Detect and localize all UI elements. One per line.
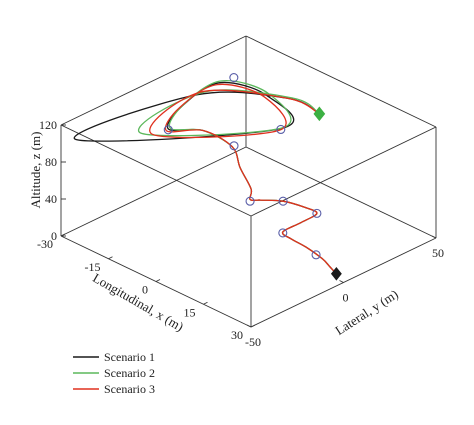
y-tick-mark bbox=[246, 324, 252, 328]
legend-label: Scenario 1 bbox=[104, 350, 155, 364]
series-lines bbox=[73, 80, 337, 275]
start-diamond-marker bbox=[330, 266, 342, 281]
point-markers bbox=[163, 72, 342, 281]
z-tick-label: 80 bbox=[45, 155, 57, 169]
legend: Scenario 1 Scenario 2 Scenario 3 bbox=[73, 350, 155, 396]
box-edge bbox=[60, 35, 247, 126]
legend-label: Scenario 2 bbox=[104, 366, 155, 380]
x-tick-mark bbox=[203, 301, 208, 305]
x-tick-label: 0 bbox=[142, 283, 148, 297]
waypoint-marker bbox=[163, 125, 173, 135]
waypoint-marker bbox=[229, 141, 239, 151]
waypoint-marker bbox=[276, 124, 286, 135]
waypoint-marker bbox=[229, 72, 239, 83]
box-edge bbox=[60, 124, 252, 217]
y-tick-label: 50 bbox=[432, 246, 444, 260]
series-line-scenario-3 bbox=[149, 83, 337, 275]
y-tick-mark bbox=[339, 280, 344, 283]
x-tick-label: -30 bbox=[37, 237, 53, 251]
x-tick-mark bbox=[60, 233, 66, 237]
y-tick-label: 0 bbox=[343, 291, 349, 305]
x-tick-label: -15 bbox=[85, 260, 101, 274]
x-tick-label: 30 bbox=[231, 328, 243, 342]
x-tick-mark bbox=[155, 279, 161, 282]
x-tick-mark bbox=[108, 256, 113, 260]
box-edge bbox=[245, 146, 437, 239]
waypoint-marker bbox=[312, 208, 322, 218]
box-edge bbox=[250, 126, 437, 217]
z-axis-label: Altitude, z (m) bbox=[28, 132, 43, 209]
waypoint-marker bbox=[245, 196, 255, 206]
x-tick-mark bbox=[250, 324, 256, 328]
end-diamond-marker bbox=[313, 106, 326, 122]
axis-ticks: 0 40 80 120 -30 -15 0 15 30 -50 0 50 bbox=[37, 118, 444, 349]
y-tick-mark bbox=[431, 235, 437, 239]
box-edge bbox=[60, 146, 247, 237]
box-edge bbox=[245, 35, 437, 128]
z-tick-label: 40 bbox=[45, 192, 57, 206]
y-tick-label: -50 bbox=[245, 335, 261, 349]
waypoint-marker bbox=[278, 196, 288, 206]
z-tick-label: 120 bbox=[39, 118, 57, 132]
z-tick-label: 0 bbox=[51, 229, 57, 243]
series-line-scenario-1 bbox=[73, 81, 337, 275]
waypoint-marker bbox=[278, 228, 288, 238]
waypoint-marker bbox=[311, 250, 321, 260]
legend-label: Scenario 3 bbox=[104, 382, 155, 396]
x-axis-label: Longitudinal, x (m) bbox=[90, 270, 186, 334]
x-tick-label: 15 bbox=[184, 305, 196, 319]
